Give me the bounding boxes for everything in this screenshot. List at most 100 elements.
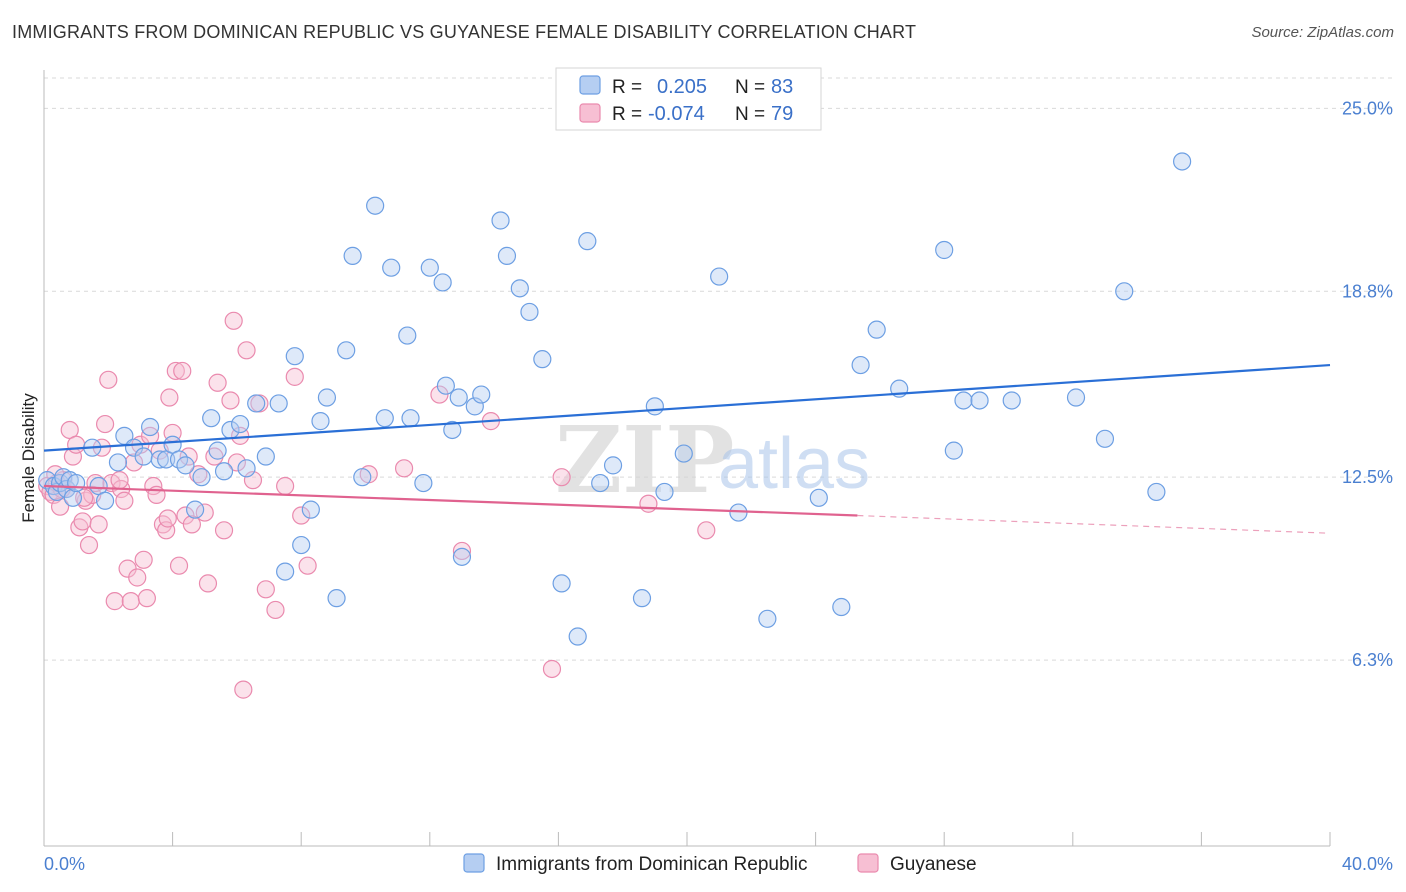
point-guyanese: [214, 521, 234, 540]
point-dominican: [108, 453, 128, 472]
point-guyanese: [256, 580, 275, 599]
point-guyanese: [542, 659, 562, 679]
point-guyanese: [298, 556, 317, 575]
source-credit: Source: ZipAtlas.com: [1251, 24, 1394, 41]
point-guyanese: [158, 509, 177, 528]
point-dominican: [491, 211, 510, 230]
point-dominican: [1147, 482, 1166, 502]
point-dominican: [414, 473, 433, 493]
x-ticks: [43, 832, 1331, 846]
point-dominican: [632, 589, 652, 608]
point-dominican: [398, 326, 417, 345]
point-guyanese: [189, 465, 208, 484]
point-guyanese: [166, 361, 185, 381]
point-dominican: [944, 441, 963, 460]
point-dominican: [433, 273, 452, 292]
point-guyanese: [182, 515, 201, 534]
point-guyanese: [285, 367, 304, 386]
point-guyanese: [234, 680, 253, 699]
legend-label-dominican: Immigrants from Dominican Republic: [496, 854, 808, 875]
stats-swatch-pink: [579, 103, 601, 123]
point-dominican: [465, 397, 484, 416]
point-dominican: [867, 320, 886, 339]
point-guyanese: [221, 391, 240, 410]
y-axis-label: Female Disability: [19, 393, 38, 523]
point-dominican: [202, 409, 221, 428]
point-dominican: [292, 535, 311, 555]
point-guyanese: [124, 453, 144, 472]
point-dominican: [256, 447, 275, 466]
point-dominican: [327, 589, 346, 608]
stats-legend: R = 0.205 N = 83 R = -0.074 N = 79: [555, 67, 822, 131]
point-dominican: [237, 459, 256, 478]
point-guyanese: [227, 453, 246, 472]
point-dominican: [472, 385, 491, 404]
point-dominican: [443, 420, 462, 440]
point-dominican: [954, 391, 973, 410]
stats-r-label-blue: R =: [612, 77, 642, 98]
point-dominican: [452, 547, 472, 566]
legend-swatch-guyanese: [857, 853, 879, 873]
point-guyanese: [697, 521, 716, 540]
y-tick-label: 6.3%: [1352, 650, 1393, 670]
point-dominican: [1115, 282, 1134, 301]
watermark-atlas: atlas: [718, 424, 870, 504]
point-guyanese: [394, 459, 414, 478]
point-dominican: [337, 341, 356, 360]
point-guyanese: [115, 491, 134, 510]
point-dominican: [95, 491, 115, 510]
point-dominican: [533, 350, 552, 369]
stats-n-value-blue: 83: [771, 76, 793, 98]
point-dominican: [832, 597, 851, 617]
stats-n-label-blue: N =: [735, 77, 765, 98]
point-guyanese: [137, 589, 156, 608]
point-guyanese: [128, 568, 147, 587]
point-dominican: [186, 500, 205, 519]
point-dominican: [247, 394, 266, 413]
stats-swatch-blue: [579, 75, 601, 95]
point-dominican: [1173, 152, 1192, 171]
point-guyanese: [67, 435, 86, 454]
y-tick-label: 18.8%: [1342, 281, 1393, 301]
point-dominican: [420, 258, 439, 277]
point-guyanese: [452, 541, 472, 561]
point-guyanese: [198, 574, 218, 593]
point-guyanese: [89, 515, 108, 534]
point-dominican: [449, 388, 468, 407]
point-guyanese: [105, 592, 124, 611]
point-dominican: [269, 394, 288, 413]
trend-line-guyanese: [43, 484, 858, 517]
stats-n-value-pink: 79: [771, 103, 793, 125]
point-dominican: [603, 456, 623, 475]
point-dominican: [1066, 388, 1086, 407]
legend-swatch-dominican: [463, 853, 485, 873]
point-dominican: [591, 473, 610, 493]
point-guyanese: [208, 373, 227, 392]
point-dominican: [285, 347, 304, 366]
point-dominican: [353, 468, 372, 487]
point-dominican: [192, 468, 211, 487]
point-dominican: [1002, 391, 1021, 410]
x-tick-label-max: 40.0%: [1342, 854, 1393, 874]
chart-title: IMMIGRANTS FROM DOMINICAN REPUBLIC VS GU…: [12, 22, 917, 42]
point-dominican: [970, 391, 989, 410]
point-guyanese: [95, 414, 115, 434]
point-dominican: [366, 196, 385, 215]
x-tick-label-min: 0.0%: [44, 854, 85, 874]
point-guyanese: [552, 468, 571, 487]
y-tick-labels: 6.3% 12.5% 18.8% 25.0%: [1342, 98, 1393, 670]
point-dominican: [301, 500, 320, 519]
point-dominican: [140, 417, 160, 437]
point-guyanese: [173, 361, 192, 381]
point-dominican: [758, 609, 777, 628]
point-dominican: [520, 302, 539, 322]
point-guyanese: [134, 550, 153, 569]
point-guyanese: [243, 471, 263, 490]
point-dominican: [552, 574, 571, 593]
y-tick-label: 25.0%: [1342, 98, 1393, 118]
point-guyanese: [160, 388, 179, 407]
point-dominican: [375, 409, 394, 428]
point-dominican: [568, 627, 587, 646]
point-dominican: [231, 414, 250, 434]
